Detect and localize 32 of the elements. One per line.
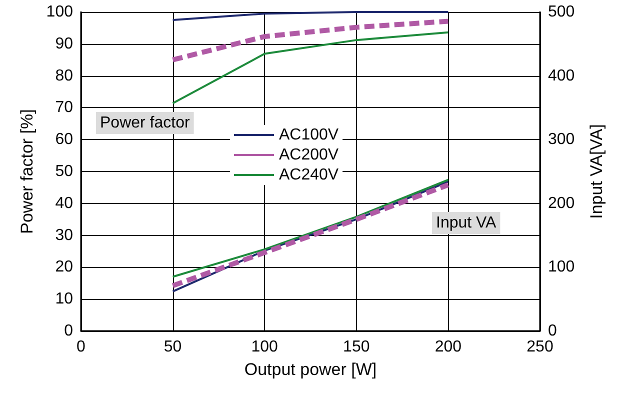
x-tick-label: 0 [76,338,86,356]
y-tick-label: 60 [55,131,74,148]
y-tick-label: 100 [46,4,74,20]
x-tick-label: 100 [251,338,278,356]
y-tick-label: 0 [64,322,74,340]
y2-axis-title: Input VA[VA] [587,124,606,219]
y2-tick-label: 100 [548,258,575,276]
y-axis-title: Power factor [%] [17,109,36,234]
x-axis-title: Output power [W] [244,360,377,379]
y-tick-label: 80 [55,67,74,84]
legend-label: AC100V [279,126,339,144]
y2-tick-label: 300 [548,131,575,148]
y-tick-label: 50 [55,163,74,180]
y-tick-label: 10 [55,290,74,308]
legend-label: AC200V [279,146,339,164]
y-tick-label: 20 [55,258,74,276]
y2-tick-label: 500 [548,4,575,20]
x-tick-label: 150 [343,338,370,356]
y2-tick-label: 400 [548,67,575,84]
annotation: Power factor [100,114,190,132]
y-tick-label: 70 [55,99,74,116]
line-series [172,31,450,104]
x-tick-label: 250 [526,338,554,356]
annotation: Input VA [436,214,497,232]
x-tick-label: 50 [164,338,182,356]
y-tick-label: 90 [55,35,74,52]
x-tick-label: 200 [434,338,462,356]
y2-tick-label: 0 [548,322,557,340]
y-tick-label: 30 [55,226,74,244]
legend-label: AC240V [279,166,339,184]
y-tick-label: 40 [55,194,74,212]
y2-tick-label: 200 [548,194,575,212]
